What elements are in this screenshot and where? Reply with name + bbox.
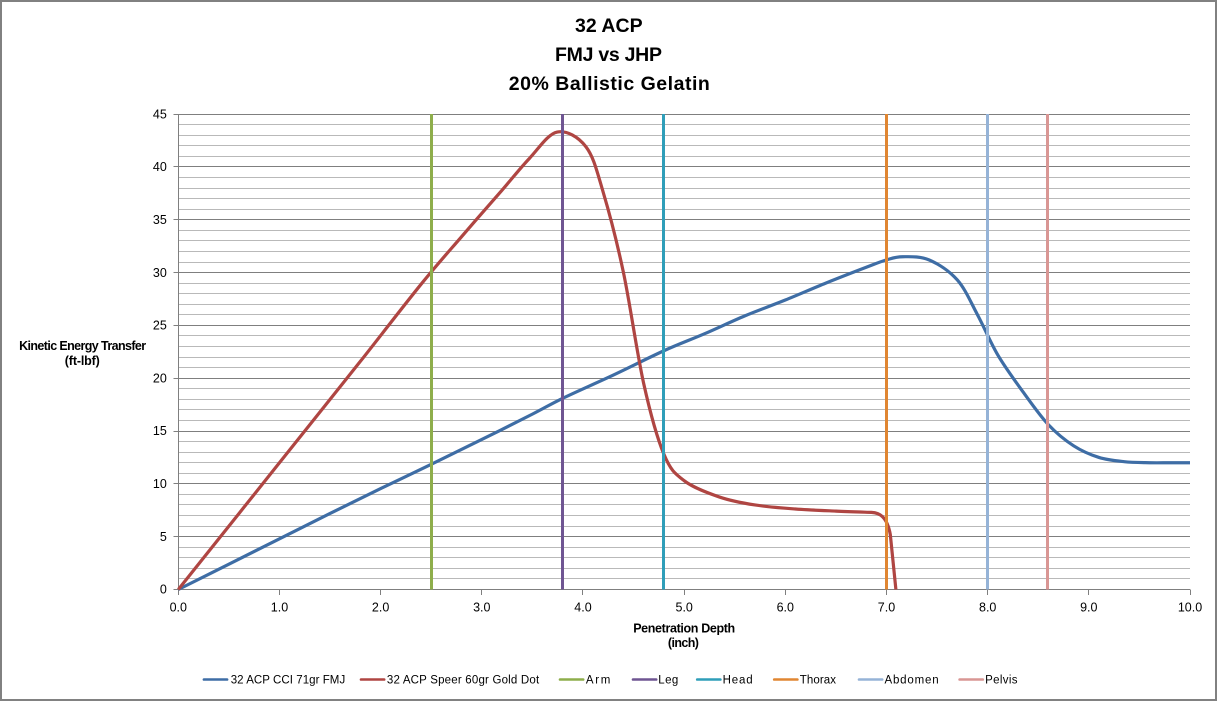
svg-text:45: 45: [153, 107, 167, 121]
svg-text:Penetration Depth: Penetration Depth: [633, 622, 735, 636]
svg-text:10.0: 10.0: [1178, 601, 1202, 615]
svg-text:25: 25: [153, 319, 167, 333]
svg-text:0.0: 0.0: [170, 601, 187, 615]
svg-text:5.0: 5.0: [676, 601, 693, 615]
svg-text:7.0: 7.0: [878, 601, 895, 615]
svg-text:6.0: 6.0: [777, 601, 794, 615]
svg-text:32 ACP CCI 71gr FMJ: 32 ACP CCI 71gr FMJ: [231, 675, 346, 687]
svg-text:30: 30: [153, 266, 167, 280]
svg-text:32 ACP Speer 60gr Gold Dot: 32 ACP Speer 60gr Gold Dot: [387, 675, 540, 687]
svg-text:10: 10: [153, 477, 167, 491]
svg-text:8.0: 8.0: [979, 601, 996, 615]
svg-text:Arm: Arm: [586, 675, 610, 687]
svg-text:(ft-lbf): (ft-lbf): [65, 354, 100, 368]
svg-text:Thorax: Thorax: [800, 675, 837, 687]
svg-text:0: 0: [160, 583, 167, 597]
svg-text:Kinetic Energy Transfer: Kinetic Energy Transfer: [19, 339, 146, 353]
svg-text:(inch): (inch): [668, 636, 699, 650]
svg-text:5: 5: [160, 530, 167, 544]
svg-text:1.0: 1.0: [271, 601, 288, 615]
svg-text:Head: Head: [723, 675, 753, 687]
svg-text:Leg: Leg: [658, 675, 678, 687]
svg-text:3.0: 3.0: [473, 601, 490, 615]
svg-text:Pelvis: Pelvis: [985, 675, 1018, 687]
svg-text:2.0: 2.0: [372, 601, 389, 615]
svg-text:40: 40: [153, 160, 167, 174]
svg-text:20% Ballistic Gelatin: 20% Ballistic Gelatin: [509, 73, 710, 95]
svg-text:4.0: 4.0: [574, 601, 591, 615]
svg-text:32 ACP: 32 ACP: [575, 15, 643, 37]
svg-text:20: 20: [153, 371, 167, 385]
svg-text:15: 15: [153, 424, 167, 438]
svg-text:35: 35: [153, 213, 167, 227]
svg-text:9.0: 9.0: [1080, 601, 1097, 615]
svg-text:Abdomen: Abdomen: [885, 675, 939, 687]
svg-text:FMJ vs JHP: FMJ vs JHP: [555, 44, 662, 66]
